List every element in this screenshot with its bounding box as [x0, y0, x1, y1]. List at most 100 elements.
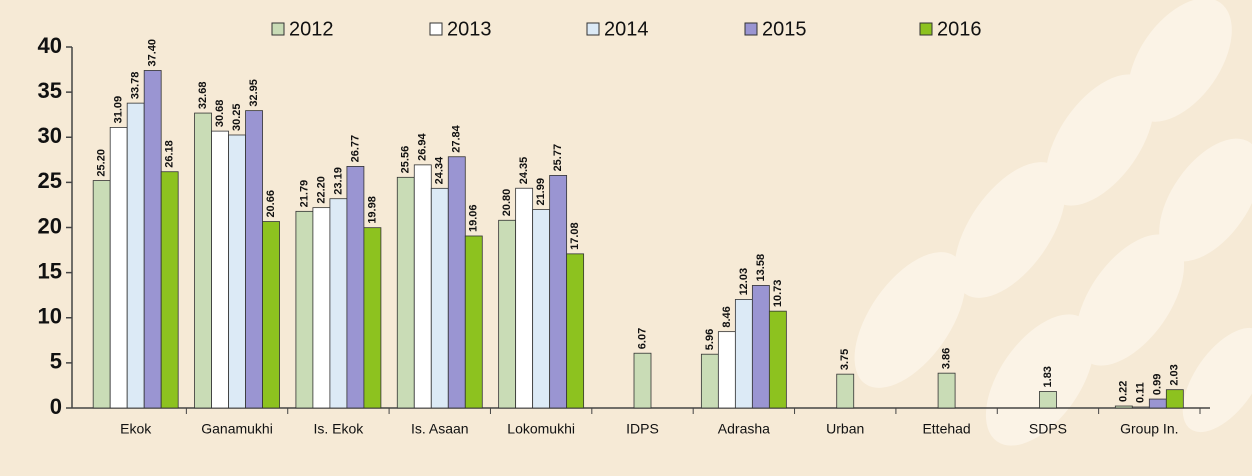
value-label: 0.11 [1135, 382, 1147, 403]
bar [1149, 399, 1166, 408]
bar [938, 373, 955, 408]
value-label: 1.83 [1042, 366, 1054, 387]
value-label: 21.79 [298, 180, 310, 208]
value-label: 3.86 [940, 348, 952, 369]
value-label: 37.40 [147, 39, 159, 67]
legend-label: 2014 [604, 18, 649, 40]
x-tick-label: Ettehad [922, 421, 970, 437]
bar [769, 311, 786, 408]
x-tick-label: Adrasha [718, 421, 770, 437]
value-label: 31.09 [113, 96, 125, 124]
legend-label: 2013 [447, 18, 492, 40]
x-tick-label: SDPS [1029, 421, 1067, 437]
legend-swatch [745, 23, 757, 35]
bar [364, 228, 381, 408]
bar [431, 188, 448, 408]
bar [347, 166, 364, 408]
value-label: 17.08 [569, 222, 581, 250]
bar [212, 131, 229, 408]
bar [1166, 390, 1183, 408]
value-label: 6.07 [636, 328, 648, 349]
bar [397, 177, 414, 408]
value-label: 19.98 [366, 196, 378, 224]
legend-label: 2015 [762, 18, 807, 40]
bar [837, 374, 854, 408]
bar [127, 103, 144, 408]
value-label: 20.66 [265, 190, 277, 218]
y-tick-label: 5 [50, 349, 62, 374]
value-label: 25.77 [552, 144, 564, 172]
x-tick-label: Ekok [120, 421, 152, 437]
y-tick-label: 25 [38, 168, 62, 193]
legend-swatch [430, 23, 442, 35]
value-label: 12.03 [738, 268, 750, 296]
bar [110, 127, 127, 408]
bar [752, 285, 769, 408]
bar [701, 354, 718, 408]
bar [1132, 407, 1149, 408]
bar [1039, 391, 1056, 408]
y-tick-label: 30 [38, 123, 62, 148]
bar [161, 172, 178, 408]
x-tick-label: IDPS [626, 421, 659, 437]
value-label: 20.80 [501, 189, 513, 217]
bar [330, 199, 347, 408]
value-label: 10.73 [772, 280, 784, 308]
bar [195, 113, 212, 408]
bar [414, 165, 431, 408]
value-label: 26.94 [417, 132, 429, 160]
value-label: 25.56 [400, 146, 412, 174]
bar [735, 299, 752, 408]
x-tick-label: Is. Ekok [314, 421, 365, 437]
value-label: 32.68 [197, 82, 209, 110]
legend-swatch [272, 23, 284, 35]
value-label: 5.96 [704, 329, 716, 350]
value-label: 21.99 [535, 178, 547, 206]
bar [448, 157, 465, 408]
bar [263, 222, 280, 408]
value-label: 27.84 [451, 124, 463, 152]
x-tick-label: Urban [826, 421, 864, 437]
bar [634, 353, 651, 408]
value-label: 19.06 [468, 204, 480, 232]
value-label: 33.78 [130, 72, 142, 100]
bar [516, 188, 533, 408]
y-tick-label: 0 [50, 394, 62, 419]
y-tick-label: 15 [38, 258, 62, 283]
value-label: 0.99 [1152, 374, 1164, 395]
chart: 051015202530354020122013201420152016Ekok… [0, 0, 1252, 476]
value-label: 22.20 [315, 176, 327, 204]
value-label: 30.25 [231, 103, 243, 131]
x-tick-label: Ganamukhi [201, 421, 273, 437]
bar [550, 175, 567, 408]
bar [144, 70, 161, 408]
bar [229, 135, 246, 408]
legend-label: 2016 [937, 18, 982, 40]
legend-swatch [587, 23, 599, 35]
value-label: 23.19 [332, 167, 344, 195]
bar [567, 254, 584, 408]
value-label: 13.58 [755, 254, 767, 282]
x-tick-label: Lokomukhi [507, 421, 575, 437]
legend-swatch [920, 23, 932, 35]
y-tick-label: 10 [38, 304, 62, 329]
bar [1115, 406, 1132, 408]
value-label: 2.03 [1169, 364, 1181, 385]
value-label: 3.75 [839, 349, 851, 370]
value-label: 24.35 [518, 157, 530, 185]
bar [718, 332, 735, 408]
value-label: 8.46 [721, 306, 733, 327]
value-label: 26.18 [164, 140, 176, 168]
bar [533, 210, 550, 408]
value-label: 32.95 [248, 79, 260, 107]
value-label: 26.77 [349, 135, 361, 163]
bar [296, 211, 313, 408]
y-tick-label: 20 [38, 213, 62, 238]
bar [313, 208, 330, 408]
value-label: 25.20 [96, 149, 108, 177]
x-tick-label: Group In. [1120, 421, 1178, 437]
value-label: 0.22 [1118, 381, 1130, 402]
x-tick-label: Is. Asaan [411, 421, 469, 437]
value-label: 24.34 [434, 156, 446, 184]
value-label: 30.68 [214, 100, 226, 128]
